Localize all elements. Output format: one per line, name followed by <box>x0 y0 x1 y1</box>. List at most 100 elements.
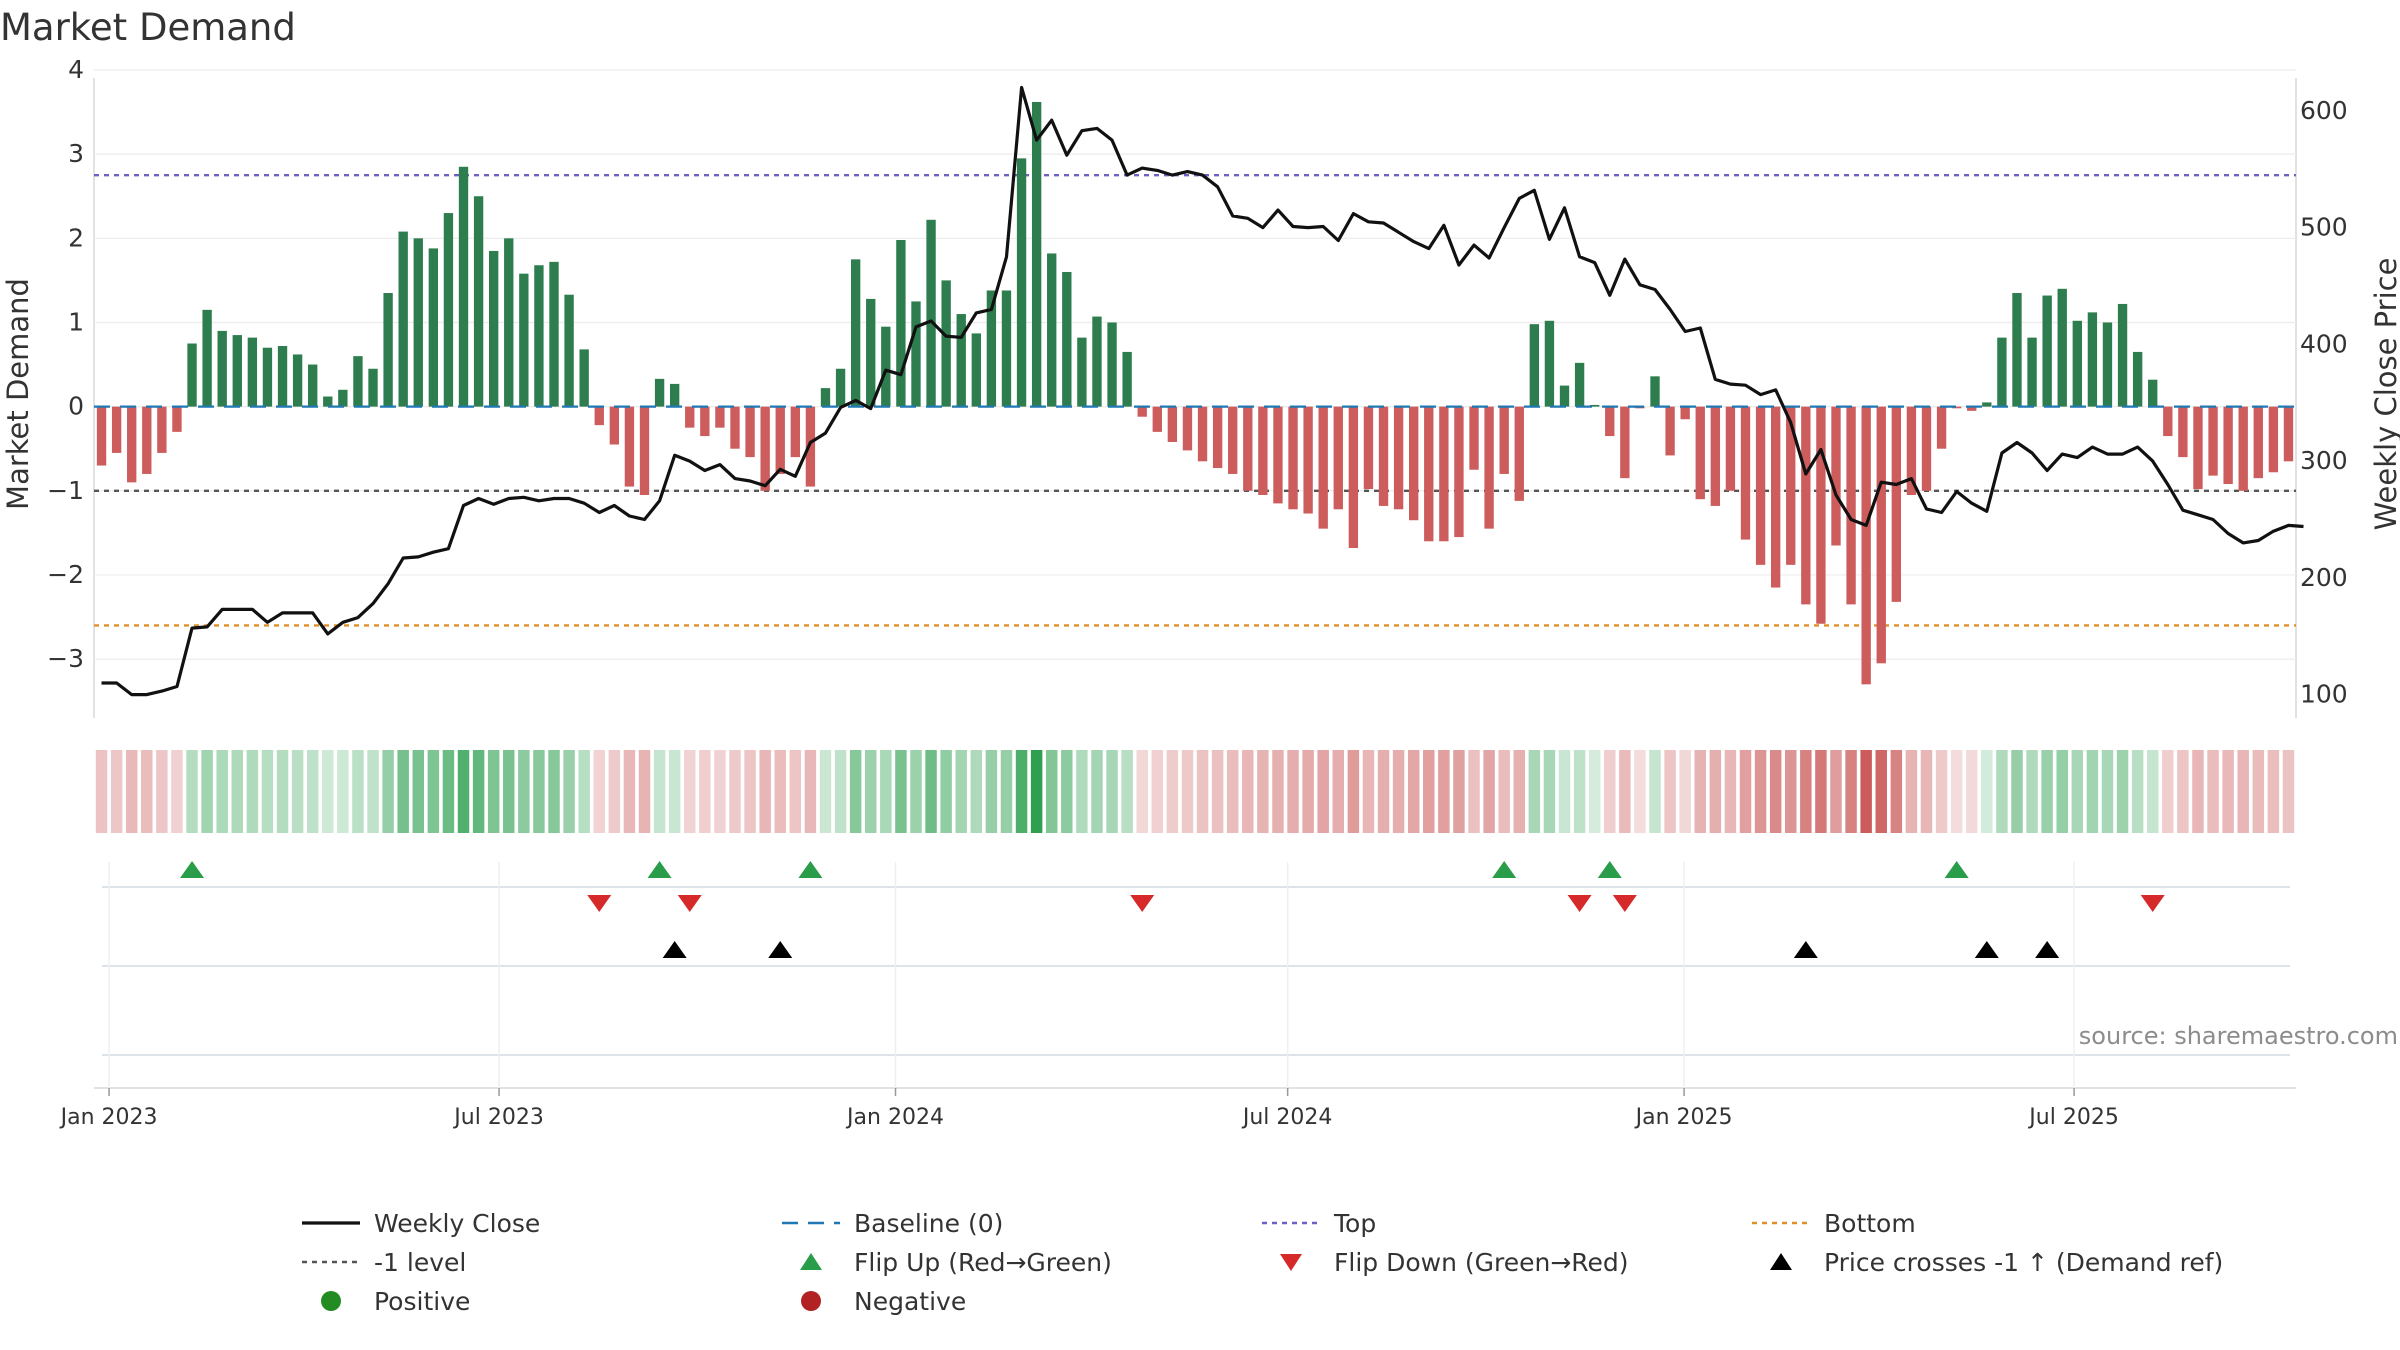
heat-strip-cell <box>1000 750 1013 833</box>
heat-strip-cell <box>1588 750 1601 833</box>
demand-bar-positive <box>866 298 876 407</box>
heat-strip-cell <box>201 750 213 833</box>
demand-bar-negative <box>1891 406 1901 602</box>
legend-item: Positive <box>300 1283 470 1319</box>
y2-tick-label: 600 <box>2300 96 2348 125</box>
demand-bar-positive <box>564 294 574 407</box>
demand-bar-positive <box>1529 324 1540 407</box>
y-tick-label: 0 <box>68 392 84 421</box>
demand-bar-negative <box>2163 406 2173 437</box>
demand-bar-negative <box>1303 406 1313 514</box>
heat-strip-cell <box>729 750 741 833</box>
demand-bar-negative <box>96 406 107 466</box>
heat-strip-cell <box>2252 750 2265 833</box>
demand-bar-positive <box>654 378 665 407</box>
flip-down-marker <box>1130 895 1155 912</box>
heat-strip-cell <box>472 750 485 833</box>
flip-up-marker <box>1492 861 1517 878</box>
heat-strip-cell <box>156 750 168 833</box>
y-tick-label: 2 <box>68 223 84 252</box>
flip-up-marker <box>180 861 205 878</box>
heat-strip-cell <box>2222 750 2234 833</box>
demand-bar-positive <box>2012 293 2022 407</box>
dotted-line-icon <box>1262 1221 1320 1225</box>
legend-label: Positive <box>374 1286 471 1316</box>
heat-strip-cell <box>1483 750 1495 833</box>
x-tick-label: Jan 2024 <box>845 1105 944 1130</box>
weekly-close-line <box>101 85 2304 697</box>
heat-strip-cell <box>2282 750 2295 833</box>
heat-strip-cell <box>774 750 786 833</box>
y2-tick-label: 200 <box>2300 563 2348 592</box>
heat-strip-cell <box>1920 750 1933 833</box>
legend-item: Flip Down (Green→Red) <box>1260 1244 1629 1280</box>
y-tick-label: −3 <box>47 644 84 673</box>
demand-bar-positive <box>292 354 303 407</box>
heat-strip-cell <box>1091 750 1103 833</box>
heat-strip-cell <box>699 750 711 833</box>
heat-strip-cell <box>1362 750 1375 833</box>
heat-strip-cell <box>337 750 349 833</box>
heat-strip-cell <box>925 750 937 833</box>
heat-strip-cell <box>2237 750 2249 833</box>
y2-tick-label: 100 <box>2300 680 2348 709</box>
demand-bar-positive <box>413 238 423 407</box>
y2-tick-label: 500 <box>2300 213 2348 242</box>
demand-bar-positive <box>971 333 981 407</box>
demand-bar-positive <box>308 364 318 407</box>
demand-bar-negative <box>1182 406 1193 451</box>
heat-strip-cell <box>1664 750 1676 833</box>
demand-bar-positive <box>579 349 589 407</box>
demand-bar-negative <box>1273 406 1283 504</box>
demand-bar-positive <box>2102 322 2113 407</box>
heat-strip-cell <box>2011 750 2023 833</box>
heat-strip-cell <box>1800 750 1812 833</box>
heat-strip-cell <box>125 750 138 833</box>
demand-bar-positive <box>881 326 891 407</box>
heat-strip-cell <box>1015 750 1028 833</box>
demand-bar-negative <box>1409 406 1419 521</box>
heat-strip-cell <box>1558 750 1571 833</box>
heat-strip-cell <box>1106 750 1118 833</box>
demand-bar-positive <box>911 301 921 407</box>
demand-bar-negative <box>1951 406 1962 409</box>
y-tick-label: −2 <box>47 560 84 589</box>
demand-bar-negative <box>157 406 167 453</box>
demand-bar-negative <box>639 406 650 495</box>
x-tick-label: Jul 2024 <box>1241 1105 1333 1130</box>
heat-strip-cell <box>110 750 123 833</box>
heat-strip-cell <box>1785 750 1797 833</box>
heat-strip-cell <box>2026 750 2038 833</box>
demand-bar-negative <box>2238 406 2248 491</box>
demand-bar-negative <box>1921 406 1932 491</box>
heat-strip-cell <box>1136 750 1148 833</box>
demand-bar-positive <box>1107 322 1117 407</box>
y2-tick-label: 300 <box>2300 446 2348 475</box>
demand-bar-negative <box>1212 406 1223 469</box>
heat-strip-cell <box>487 750 500 833</box>
demand-bar-positive <box>2027 337 2037 407</box>
demand-bar-negative <box>805 406 816 487</box>
heat-strip-cell <box>2041 750 2053 833</box>
heat-strip-cell <box>1332 750 1345 833</box>
heat-strip-cell <box>291 750 304 833</box>
demand-bar-negative <box>1243 406 1253 491</box>
heat-strip-cell <box>1392 750 1405 833</box>
legend-label: Bottom <box>1824 1208 1916 1238</box>
y2-axis-label: Weekly Close Price <box>2369 258 2400 531</box>
demand-bar-positive <box>926 219 936 407</box>
circle-icon <box>321 1291 341 1311</box>
heat-strip-cell <box>1377 750 1390 833</box>
heat-strip-cell <box>880 750 892 833</box>
demand-bar-negative <box>790 406 800 458</box>
heat-strip-cell <box>1302 750 1314 833</box>
demand-bar-positive <box>534 265 544 407</box>
demand-bar-positive <box>489 250 499 407</box>
demand-bar-negative <box>1725 406 1736 491</box>
heat-strip-cell <box>714 750 726 833</box>
demand-bar-positive <box>850 259 861 407</box>
heat-strip-cell <box>804 750 817 833</box>
legend-label: Price crosses -1 ↑ (Demand ref) <box>1824 1247 2224 1277</box>
heat-strip-cell <box>608 750 621 833</box>
heat-strip-cell <box>1498 750 1510 833</box>
